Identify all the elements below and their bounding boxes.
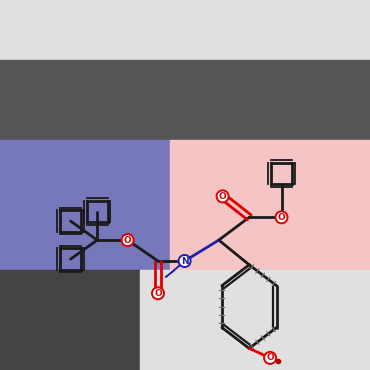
Circle shape bbox=[122, 235, 132, 245]
Text: O: O bbox=[266, 353, 274, 362]
Circle shape bbox=[121, 233, 135, 247]
Text: O: O bbox=[278, 213, 285, 222]
Circle shape bbox=[216, 189, 230, 204]
Bar bbox=[170, 140, 370, 270]
Polygon shape bbox=[165, 261, 185, 277]
Circle shape bbox=[265, 353, 275, 363]
Text: O: O bbox=[219, 192, 226, 201]
Bar bbox=[0, 140, 170, 270]
Text: O: O bbox=[124, 236, 131, 245]
Text: O: O bbox=[154, 289, 162, 298]
Circle shape bbox=[178, 254, 192, 268]
Bar bbox=[0, 270, 140, 370]
Circle shape bbox=[218, 191, 228, 201]
Circle shape bbox=[275, 210, 289, 224]
Circle shape bbox=[179, 256, 190, 266]
Text: N: N bbox=[181, 256, 188, 266]
Bar bbox=[140, 270, 370, 370]
Circle shape bbox=[153, 288, 163, 298]
Circle shape bbox=[276, 212, 286, 222]
Bar bbox=[0, 60, 370, 140]
Circle shape bbox=[151, 286, 165, 300]
Circle shape bbox=[263, 351, 277, 365]
Bar bbox=[0, 0, 370, 60]
